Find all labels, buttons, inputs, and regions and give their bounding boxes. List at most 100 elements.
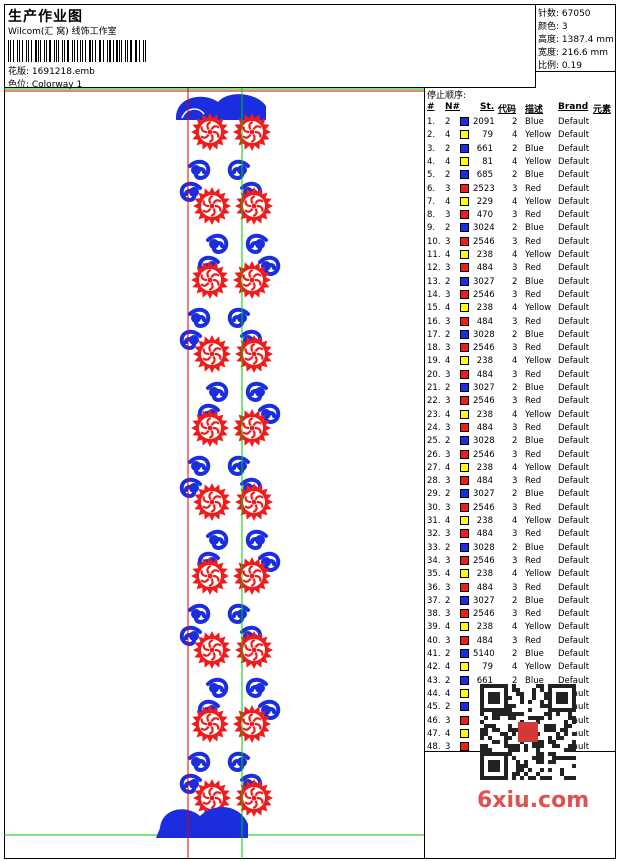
row-num: 3	[512, 582, 518, 593]
flower-swirl	[244, 644, 252, 652]
row-num: 3	[512, 635, 518, 646]
row-index: 25.	[427, 436, 441, 447]
row-code: 5140	[473, 649, 495, 659]
qr-module	[520, 692, 524, 696]
flower-swirl	[200, 126, 208, 134]
flower-swirl	[212, 347, 222, 352]
color-swatch	[460, 396, 469, 406]
cloud-blob	[209, 535, 219, 545]
row-needle: 3	[445, 715, 451, 726]
row-desc: Yellow	[525, 622, 552, 633]
flower-swirl	[252, 504, 258, 514]
row-desc: Red	[525, 236, 542, 247]
row-index: 6.	[427, 183, 436, 194]
color-swatch	[460, 476, 469, 486]
flower-dot	[209, 795, 215, 801]
cloud-blob	[189, 483, 199, 493]
cloud-blob	[255, 535, 265, 545]
row-desc: Yellow	[525, 356, 552, 367]
row-needle: 4	[445, 196, 451, 207]
row-desc: Yellow	[525, 516, 552, 526]
flower-swirl	[208, 638, 214, 648]
flower-swirl	[248, 564, 254, 574]
qr-module	[484, 732, 488, 736]
row-desc: Blue	[525, 675, 544, 686]
flower-swirl	[200, 422, 208, 430]
row-index: 7.	[427, 196, 436, 207]
row-index: 22.	[427, 396, 441, 407]
qr-finder	[556, 692, 568, 704]
table-row: 8. 3 470 3 Red Default	[425, 209, 616, 222]
cloud-blob	[209, 387, 219, 397]
row-desc: Yellow	[525, 250, 552, 260]
color-swatch	[460, 529, 469, 539]
table-row: 22. 3 2546 3 Red Default	[425, 395, 616, 408]
flower-swirl	[208, 430, 214, 440]
qr-module	[516, 688, 520, 692]
color-swatch	[460, 489, 469, 499]
row-needle: 3	[445, 449, 451, 460]
qr-module	[516, 764, 520, 768]
flower-swirl	[254, 791, 264, 796]
flower-swirl	[250, 786, 256, 796]
flower-swirl	[206, 268, 212, 278]
table-row: 25. 2 3028 2 Blue Default	[425, 435, 616, 448]
barcode-icon	[8, 40, 148, 62]
qr-module	[532, 716, 536, 720]
qr-module	[544, 704, 548, 708]
row-num: 4	[512, 156, 518, 167]
qr-module	[568, 744, 572, 748]
flower-swirl	[212, 574, 220, 582]
row-needle: 4	[445, 688, 451, 699]
row-index: 1.	[427, 117, 436, 127]
qr-module	[568, 724, 572, 728]
flower-swirl	[244, 348, 252, 356]
qr-module	[520, 696, 524, 700]
qr-module	[480, 736, 484, 740]
color-swatch	[460, 555, 469, 565]
row-code: 3024	[473, 223, 495, 234]
qr-module	[532, 688, 536, 692]
flower-dot	[207, 425, 213, 431]
qr-module	[572, 776, 576, 780]
row-index: 8.	[427, 210, 436, 221]
qr-module	[548, 752, 552, 756]
qr-module	[512, 776, 516, 780]
row-num: 4	[512, 409, 518, 420]
row-needle: 2	[445, 702, 451, 713]
qr-code-graphic	[480, 684, 576, 780]
qr-module	[568, 776, 572, 780]
qr-module	[520, 776, 524, 780]
color-swatch	[460, 276, 469, 286]
row-desc: Yellow	[525, 156, 552, 167]
qr-module	[508, 752, 512, 756]
row-num: 3	[512, 555, 518, 566]
flower-swirl	[210, 717, 220, 722]
qr-module	[532, 744, 536, 748]
row-index: 33.	[427, 542, 441, 553]
qr-module	[564, 732, 568, 736]
qr-module	[480, 748, 484, 752]
row-needle: 3	[445, 422, 451, 433]
row-brand: Default	[558, 289, 590, 300]
qr-module	[536, 760, 540, 764]
row-brand: Default	[558, 476, 590, 487]
flower-swirl	[210, 125, 220, 130]
row-code: 484	[476, 263, 493, 274]
color-swatch	[460, 462, 469, 472]
row-brand: Default	[558, 316, 590, 327]
row-brand: Default	[558, 502, 590, 513]
flower-swirl	[210, 800, 216, 810]
wave-band-bottom	[156, 806, 248, 838]
flower-swirl	[214, 796, 222, 804]
row-needle: 3	[445, 289, 451, 300]
row-code: 484	[476, 476, 493, 487]
col-header-element: 元素	[593, 105, 612, 115]
qr-module	[568, 756, 572, 760]
table-row: 30. 3 2546 3 Red Default	[425, 502, 616, 515]
cloud-blob	[191, 757, 201, 767]
flower-swirl	[252, 208, 258, 218]
row-needle: 2	[445, 675, 451, 686]
row-needle: 2	[445, 542, 451, 553]
row-index: 14.	[427, 289, 441, 300]
